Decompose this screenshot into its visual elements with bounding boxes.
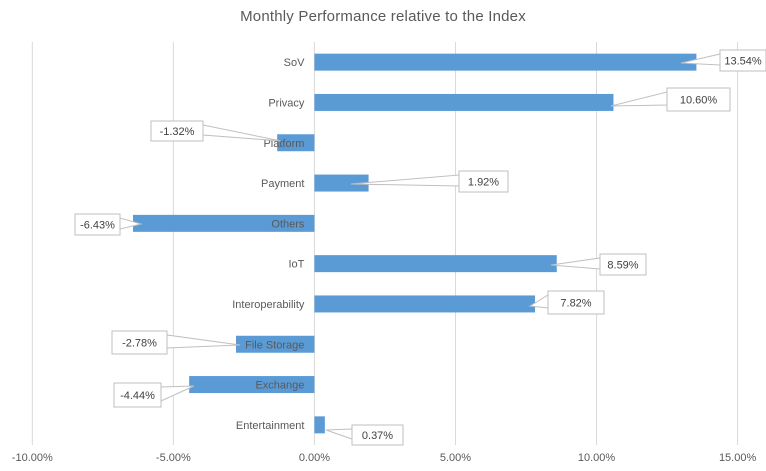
data-label-box-sov[interactable] [719, 49, 766, 72]
category-label-payment[interactable]: Payment [261, 178, 304, 190]
bar-sov[interactable] [314, 53, 697, 71]
data-label-iot[interactable]: 8.59% [607, 260, 638, 272]
x-tick-label[interactable]: 0.00% [299, 452, 330, 464]
data-label-box-platform[interactable] [150, 120, 204, 142]
callout-leader [166, 334, 241, 349]
data-label-box-privacy[interactable] [666, 87, 731, 112]
data-label-box-others[interactable] [74, 213, 121, 236]
x-tick-label[interactable]: -10.00% [12, 452, 53, 464]
category-label-interoperability[interactable]: Interoperability [232, 299, 305, 311]
x-tick-label[interactable]: -5.00% [156, 452, 191, 464]
x-tick-label[interactable]: 5.00% [440, 452, 471, 464]
data-label-entertainment[interactable]: 0.37% [362, 430, 393, 442]
callout-leader [610, 91, 668, 107]
bar-entertainment[interactable] [314, 416, 325, 434]
data-label-box-exchange[interactable] [113, 382, 162, 408]
data-label-box-payment[interactable] [458, 170, 509, 193]
data-label-box-entertainment[interactable] [351, 424, 404, 446]
data-label-platform[interactable]: -1.32% [160, 126, 195, 138]
data-label-box-file-storage[interactable] [111, 330, 168, 355]
callout-leader [202, 124, 282, 142]
bar-platform[interactable] [277, 134, 315, 152]
category-label-sov[interactable]: SoV [284, 57, 305, 69]
category-label-file-storage[interactable]: File Storage [245, 339, 304, 351]
bar-others[interactable] [133, 214, 315, 232]
data-label-box-iot[interactable] [599, 253, 647, 276]
category-label-privacy[interactable]: Privacy [268, 97, 305, 109]
chart-title[interactable]: Monthly Performance relative to the Inde… [240, 8, 526, 25]
bar-exchange[interactable] [189, 376, 315, 394]
data-label-file-storage[interactable]: -2.78% [122, 338, 157, 350]
category-label-entertainment[interactable]: Entertainment [236, 420, 304, 432]
bar-file-storage[interactable] [235, 335, 315, 353]
x-tick-label[interactable]: 15.00% [719, 452, 757, 464]
data-label-payment[interactable]: 1.92% [468, 177, 499, 189]
bar-payment[interactable] [314, 174, 369, 192]
category-label-exchange[interactable]: Exchange [255, 380, 304, 392]
data-label-box-interoperability[interactable] [547, 290, 605, 315]
data-label-privacy[interactable]: 10.60% [680, 95, 718, 107]
callout-leader [550, 257, 601, 270]
callout-leader [160, 385, 195, 402]
bar-iot[interactable] [314, 255, 557, 273]
data-label-others[interactable]: -6.43% [80, 220, 115, 232]
category-label-iot[interactable]: IoT [289, 259, 305, 271]
bar-privacy[interactable] [314, 93, 614, 111]
bar-interoperability[interactable] [314, 295, 536, 313]
x-tick-label[interactable]: 10.00% [578, 452, 616, 464]
category-label-others[interactable]: Others [271, 218, 305, 230]
data-label-sov[interactable]: 13.54% [724, 56, 762, 68]
callout-leader [325, 428, 353, 440]
data-label-exchange[interactable]: -4.44% [120, 390, 155, 402]
data-label-interoperability[interactable]: 7.82% [560, 298, 591, 310]
